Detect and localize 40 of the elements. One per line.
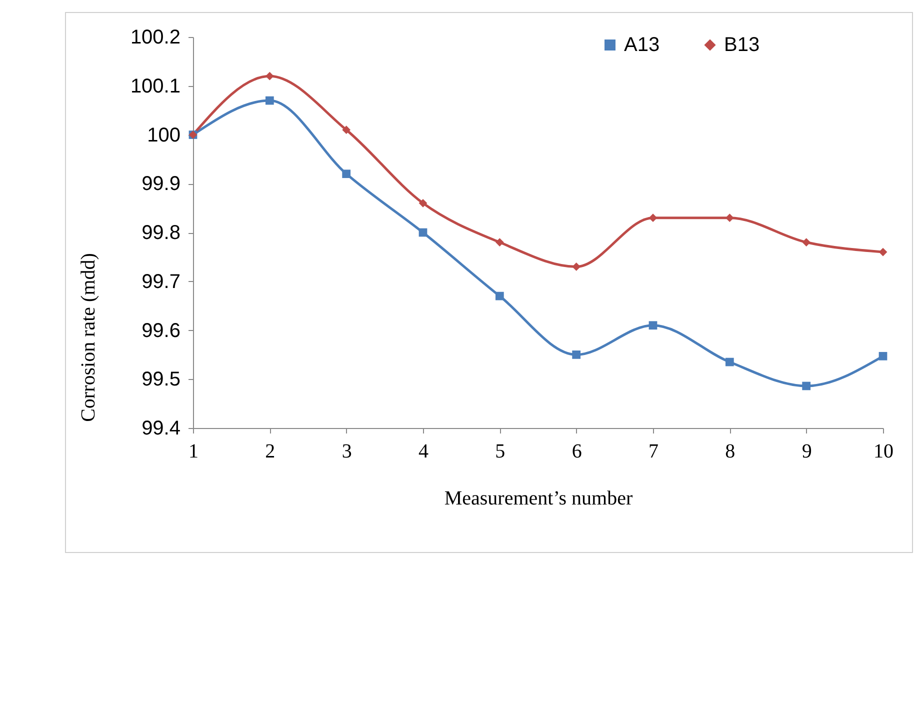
x-tick-label: 3 [342, 440, 352, 462]
x-tick-label: 5 [495, 440, 506, 462]
x-tick-label: 4 [418, 440, 428, 462]
point [418, 228, 428, 237]
point [265, 72, 274, 80]
y-tick-label: 100.1 [130, 75, 180, 98]
y-tick-label: 99.4 [142, 418, 180, 440]
point [572, 262, 581, 271]
point [878, 248, 888, 256]
point [648, 321, 658, 330]
y-axis-title: Corrosion rate (mdd) [78, 253, 100, 422]
point [572, 350, 581, 359]
point [342, 126, 351, 134]
point [725, 358, 734, 366]
legend-label: B13 [724, 34, 760, 56]
y-tick-label: 100.2 [130, 26, 180, 48]
y-tick-label: 99.6 [142, 320, 180, 342]
x-tick-label: 10 [874, 440, 894, 462]
x-tick-label: 7 [648, 440, 658, 462]
y-tick-label: 99.9 [142, 173, 180, 196]
y-tick-label: 99.8 [142, 222, 180, 244]
point [802, 238, 811, 246]
x-tick-label: 6 [572, 440, 582, 462]
point [878, 352, 888, 360]
x-tick-label: 9 [802, 440, 812, 462]
x-tick-label: 1 [188, 440, 198, 462]
point [418, 198, 428, 208]
y-tick-label: 100 [147, 124, 180, 146]
x-tick-label: 2 [265, 440, 276, 462]
y-tick-label: 99.5 [142, 368, 180, 391]
y-tick-label: 99.7 [142, 270, 180, 293]
point [265, 96, 274, 105]
legend-label: A13 [624, 34, 660, 56]
x-axis-title: Measurement’s number [444, 488, 633, 510]
x-tick-label: 8 [725, 440, 736, 462]
point [802, 382, 811, 390]
point [495, 292, 504, 300]
point [495, 238, 504, 246]
point [342, 170, 351, 178]
point [648, 214, 658, 222]
